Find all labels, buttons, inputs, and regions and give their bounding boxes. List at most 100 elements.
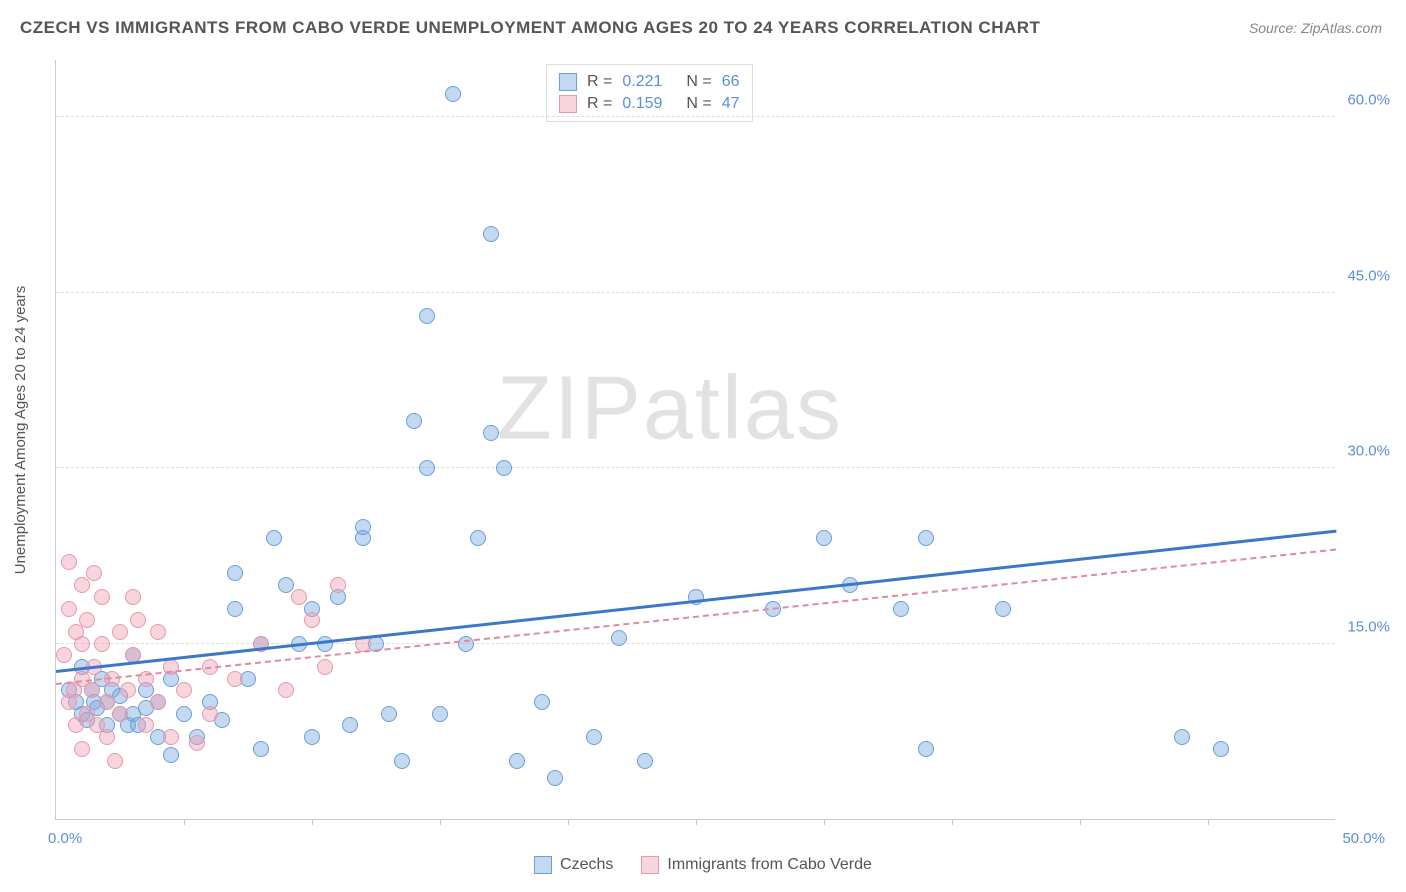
data-point: [419, 308, 435, 324]
data-point: [74, 577, 90, 593]
data-point: [483, 226, 499, 242]
data-point: [74, 636, 90, 652]
data-point: [586, 729, 602, 745]
x-axis-end-label: 50.0%: [1342, 830, 1385, 847]
data-point: [125, 589, 141, 605]
stat-r-value: 0.159: [622, 95, 662, 113]
data-point: [94, 636, 110, 652]
x-tick-mark: [824, 819, 825, 825]
stat-n-label: N =: [686, 73, 711, 91]
legend-item: Czechs: [534, 856, 613, 874]
data-point: [1174, 729, 1190, 745]
gridline-horizontal: [56, 116, 1335, 117]
data-point: [107, 753, 123, 769]
data-point: [291, 589, 307, 605]
legend-item: Immigrants from Cabo Verde: [641, 856, 872, 874]
data-point: [816, 530, 832, 546]
data-point: [547, 770, 563, 786]
data-point: [534, 694, 550, 710]
stats-row: R = 0.159N = 47: [559, 93, 740, 115]
data-point: [304, 612, 320, 628]
data-point: [130, 612, 146, 628]
data-point: [918, 741, 934, 757]
data-point: [74, 741, 90, 757]
data-point: [99, 729, 115, 745]
data-point: [611, 630, 627, 646]
x-tick-mark: [696, 819, 697, 825]
data-point: [61, 554, 77, 570]
stat-r-value: 0.221: [622, 73, 662, 91]
gridline-horizontal: [56, 467, 1335, 468]
data-point: [79, 612, 95, 628]
y-axis-label: Unemployment Among Ages 20 to 24 years: [12, 286, 29, 575]
data-point: [227, 601, 243, 617]
data-point: [112, 706, 128, 722]
data-point: [278, 682, 294, 698]
data-point: [176, 682, 192, 698]
plot-area: ZIPatlas R = 0.221N = 66R = 0.159N = 47 …: [55, 60, 1335, 820]
data-point: [120, 682, 136, 698]
x-tick-mark: [568, 819, 569, 825]
data-point: [496, 460, 512, 476]
data-point: [893, 601, 909, 617]
legend-swatch: [559, 95, 577, 113]
data-point: [419, 460, 435, 476]
x-tick-mark: [952, 819, 953, 825]
stats-row: R = 0.221 N = 66: [559, 71, 740, 93]
x-tick-mark: [312, 819, 313, 825]
data-point: [330, 577, 346, 593]
x-tick-mark: [1208, 819, 1209, 825]
data-point: [227, 565, 243, 581]
data-point: [227, 671, 243, 687]
data-point: [56, 647, 72, 663]
stat-n-value: 47: [722, 95, 740, 113]
chart-title: CZECH VS IMMIGRANTS FROM CABO VERDE UNEM…: [20, 18, 1040, 38]
stats-legend-box: R = 0.221 N = 66 R = 0.159N = 47: [546, 64, 753, 122]
stat-r-label: R =: [587, 95, 612, 113]
data-point: [163, 747, 179, 763]
data-point: [406, 413, 422, 429]
x-tick-mark: [440, 819, 441, 825]
bottom-legend: Czechs Immigrants from Cabo Verde: [0, 856, 1406, 874]
data-point: [94, 589, 110, 605]
data-point: [355, 519, 371, 535]
data-point: [470, 530, 486, 546]
x-tick-mark: [184, 819, 185, 825]
data-point: [266, 530, 282, 546]
data-point: [202, 706, 218, 722]
gridline-horizontal: [56, 643, 1335, 644]
y-tick-label: 15.0%: [1340, 618, 1390, 635]
data-point: [342, 717, 358, 733]
data-point: [317, 659, 333, 675]
x-tick-mark: [1080, 819, 1081, 825]
source-attribution: Source: ZipAtlas.com: [1249, 20, 1382, 36]
trend-line: [56, 530, 1336, 673]
stat-n-value: 66: [722, 73, 740, 91]
trend-line: [56, 548, 1336, 684]
data-point: [381, 706, 397, 722]
legend-label: Immigrants from Cabo Verde: [667, 856, 872, 874]
legend-swatch: [559, 73, 577, 91]
legend-swatch: [641, 856, 659, 874]
data-point: [918, 530, 934, 546]
data-point: [394, 753, 410, 769]
data-point: [637, 753, 653, 769]
data-point: [278, 577, 294, 593]
stat-r-label: R =: [587, 73, 612, 91]
watermark: ZIPatlas: [497, 358, 843, 461]
legend-label: Czechs: [560, 856, 613, 874]
data-point: [150, 694, 166, 710]
y-tick-label: 60.0%: [1340, 92, 1390, 109]
gridline-horizontal: [56, 292, 1335, 293]
data-point: [138, 717, 154, 733]
data-point: [112, 624, 128, 640]
data-point: [432, 706, 448, 722]
y-tick-label: 45.0%: [1340, 267, 1390, 284]
data-point: [995, 601, 1011, 617]
data-point: [445, 86, 461, 102]
data-point: [253, 741, 269, 757]
data-point: [176, 706, 192, 722]
data-point: [99, 694, 115, 710]
y-tick-label: 30.0%: [1340, 443, 1390, 460]
data-point: [1213, 741, 1229, 757]
